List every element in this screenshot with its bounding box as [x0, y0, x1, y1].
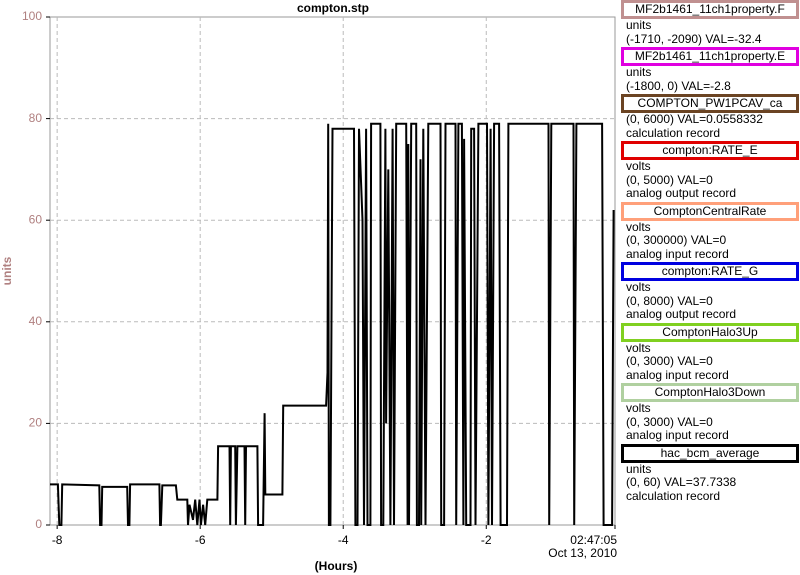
y-tick-label: 100 [22, 9, 42, 23]
legend-entry: MF2b1461_11ch1property.F units (-1710, -20… [621, 0, 799, 46]
legend-entry: COMPTON_PW1PCAV_ca (0, 6000) VAL=0.055833… [621, 94, 799, 140]
legend-info: units [626, 461, 652, 476]
legend-info: (0, 6000) VAL=0.0558332 [626, 112, 763, 126]
legend-info: analog output record [626, 186, 737, 200]
legend-info: volts [626, 280, 651, 294]
legend-entry: ComptonHalo3Up volts (0, 3000) VAL=0 analog… [621, 322, 799, 383]
legend-info: (-1710, -2090) VAL=-32.4 [626, 31, 762, 46]
x-axis-label: (Hours) [315, 559, 358, 573]
x-tick-label: -2 [481, 533, 492, 547]
legend-name: COMPTON_PW1PCAV_ca [621, 94, 799, 113]
legend-name: hac_bcm_average [621, 443, 799, 463]
legend-name: MF2b1461_11ch1property.E [621, 47, 799, 66]
x-tick-label: -6 [195, 533, 206, 547]
legend-info: (0, 3000) VAL=0 [626, 354, 713, 368]
legend-info: (-1800, 0) VAL=-2.8 [626, 78, 731, 93]
legend-info: volts [626, 219, 651, 234]
legend-info: analog input record [626, 428, 729, 442]
data-line [50, 122, 615, 526]
legend-info: (0, 3000) VAL=0 [626, 414, 713, 429]
legend-name: ComptonHalo3Up [621, 322, 799, 342]
legend-name: ComptonHalo3Down [621, 383, 799, 402]
x-tick-label: -8 [52, 533, 63, 547]
legend-info: analog input record [626, 246, 729, 261]
legend-entry: compton:RATE_E volts (0, 5000) VAL=0 analog… [621, 141, 799, 201]
legend-entry: ComptonHalo3Down volts (0, 3000) VAL=0 anal… [621, 383, 799, 443]
y-tick-label: 60 [29, 212, 43, 226]
legend-name: compton:RATE_G [621, 262, 799, 281]
legend-name: ComptonCentralRate [621, 201, 799, 221]
legend-name: MF2b1461_11ch1property.F [621, 0, 799, 19]
x-end-date: Oct 13, 2010 [548, 546, 617, 560]
legend-info: volts [626, 159, 651, 173]
legend-info: units [626, 65, 652, 79]
x-tick-label: 02:47:05 [570, 533, 617, 547]
legend-info: (0, 300000) VAL=0 [626, 233, 727, 247]
legend-info: calculation record [626, 125, 721, 140]
plot-frame [49, 16, 616, 526]
legend-name: compton:RATE_E [621, 141, 799, 160]
legend-info: volts [626, 340, 651, 355]
legend-info: analog output record [626, 307, 737, 321]
y-tick-label: 0 [35, 517, 42, 531]
legend: MF2b1461_11ch1property.F units (-1710, -20… [621, 0, 799, 575]
y-tick-label: 80 [29, 111, 43, 125]
y-axis-label: units [0, 256, 14, 285]
y-tick-label: 40 [29, 314, 43, 328]
legend-info: (0, 60) VAL=37.7338 [626, 475, 737, 489]
legend-info: volts [626, 401, 651, 415]
legend-info: units [626, 18, 652, 32]
y-tick-label: 20 [29, 416, 43, 430]
chart-title: compton.stp [297, 1, 369, 15]
legend-entry: hac_bcm_average units (0, 60) VAL=37.7338 c… [621, 443, 799, 504]
legend-info: calculation record [626, 488, 721, 503]
legend-info: (0, 5000) VAL=0 [626, 172, 713, 187]
x-tick-label: -4 [338, 533, 349, 547]
legend-entry: MF2b1461_11ch1property.E units (-1800, 0) … [621, 47, 799, 93]
legend-info: analog input record [626, 367, 729, 382]
legend-entry: ComptonCentralRate volts (0, 300000) VAL=0… [621, 201, 799, 262]
legend-entry: compton:RATE_G volts (0, 8000) VAL=0 analog… [621, 262, 799, 322]
legend-info: (0, 8000) VAL=0 [626, 293, 713, 308]
